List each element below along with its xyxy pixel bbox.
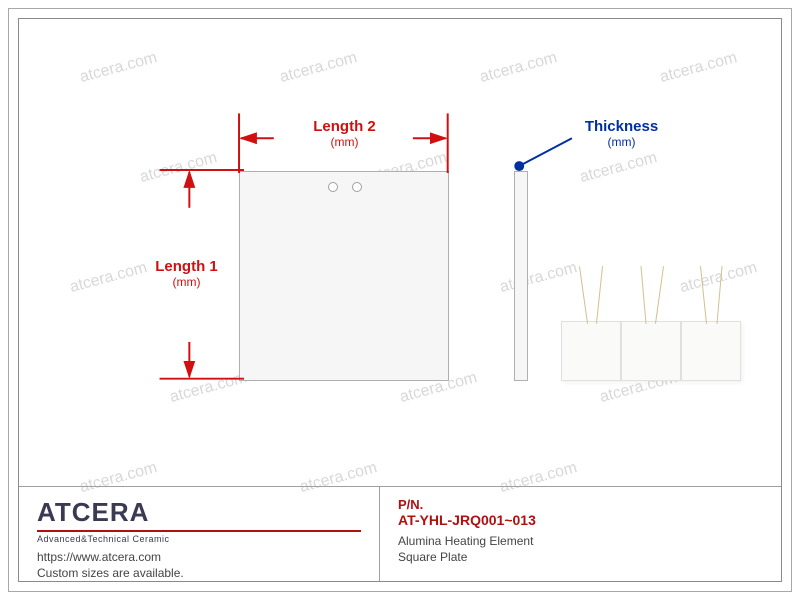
product-description: Alumina Heating Element Square Plate: [398, 534, 763, 565]
length1-unit: (mm): [139, 276, 234, 289]
plate-photo-3: [681, 321, 741, 381]
square-plate-front: [239, 171, 449, 381]
length1-text: Length 1: [155, 258, 218, 275]
logo: ATCERA: [37, 497, 361, 528]
plate-photo-2: [621, 321, 681, 381]
length1-label: Length 1 (mm): [139, 259, 234, 289]
desc-line1: Alumina Heating Element: [398, 534, 533, 548]
pn-label: P/N.: [398, 497, 763, 512]
footer-left: ATCERA Advanced&Technical Ceramic https:…: [19, 487, 379, 581]
pn-value: AT-YHL-JRQ001~013: [398, 512, 763, 528]
footer-url-note: https://www.atcera.com Custom sizes are …: [37, 550, 361, 581]
wire: [596, 266, 603, 324]
hole-2: [352, 182, 362, 192]
thickness-unit: (mm): [574, 136, 669, 149]
footer: ATCERA Advanced&Technical Ceramic https:…: [19, 486, 781, 581]
diagram-area: Length 2 (mm) Length 1 (mm) Thickness (m…: [19, 19, 781, 486]
product-photo: [551, 266, 751, 386]
thickness-text: Thickness: [585, 118, 658, 135]
wire: [716, 266, 722, 324]
square-plate-side: [514, 171, 528, 381]
footer-note: Custom sizes are available.: [37, 566, 184, 580]
footer-url: https://www.atcera.com: [37, 550, 161, 564]
footer-right: P/N. AT-YHL-JRQ001~013 Alumina Heating E…: [379, 487, 781, 581]
logo-underline: [37, 530, 361, 532]
thickness-label: Thickness (mm): [574, 119, 669, 149]
wire: [579, 266, 588, 324]
length2-text: Length 2: [313, 118, 376, 135]
hole-1: [328, 182, 338, 192]
desc-line2: Square Plate: [398, 550, 467, 564]
wire: [700, 266, 707, 324]
wire: [655, 266, 664, 324]
plate-photo-1: [561, 321, 621, 381]
length2-label: Length 2 (mm): [297, 119, 392, 149]
wire: [640, 266, 646, 324]
logo-subtitle: Advanced&Technical Ceramic: [37, 534, 361, 544]
inner-frame: atcera.comatcera.comatcera.comatcera.com…: [18, 18, 782, 582]
length2-unit: (mm): [297, 136, 392, 149]
